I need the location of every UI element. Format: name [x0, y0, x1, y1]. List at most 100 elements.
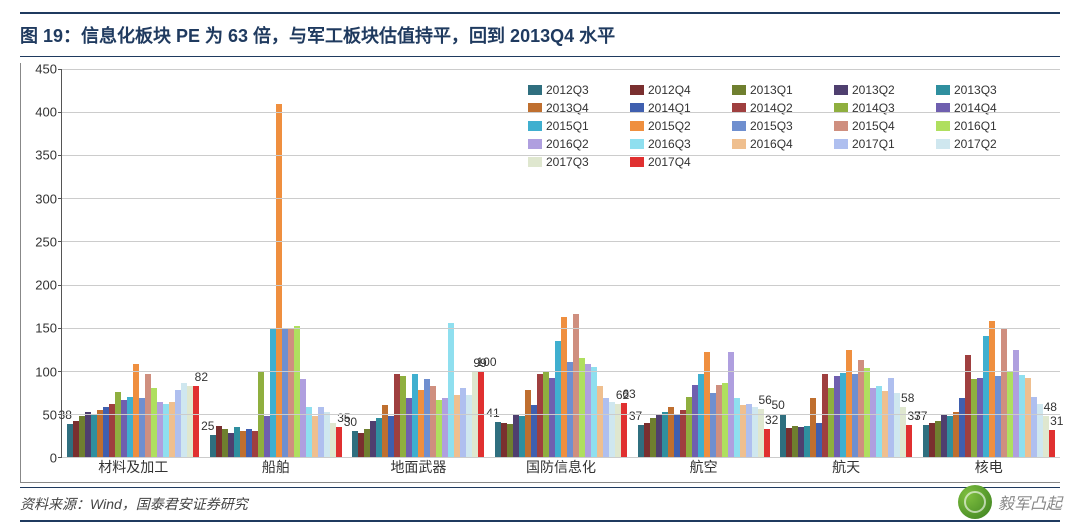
value-label: 31	[1050, 414, 1063, 428]
legend-label: 2016Q4	[750, 137, 793, 151]
legend-label: 2016Q3	[648, 137, 691, 151]
y-tick-label: 350	[35, 148, 57, 163]
watermark-text: 毅军凸起	[998, 490, 1062, 514]
value-label: 48	[1044, 400, 1057, 414]
legend-item: 2016Q4	[732, 137, 822, 151]
value-label: 30	[344, 415, 357, 429]
value-label: 38	[59, 408, 72, 422]
y-tick-label: 250	[35, 234, 57, 249]
grid-line	[62, 371, 1060, 372]
legend-label: 2012Q4	[648, 83, 691, 97]
legend-item: 2017Q4	[630, 155, 720, 169]
bar-group: 船舶2535	[205, 69, 348, 457]
grid-line	[62, 241, 1060, 242]
legend-label: 2017Q3	[546, 155, 589, 169]
x-tick-label: 国防信息化	[490, 457, 633, 477]
legend-swatch	[834, 85, 848, 95]
legend-item: 2013Q2	[834, 83, 924, 97]
legend-item: 2017Q1	[834, 137, 924, 151]
grid-line	[62, 457, 1060, 458]
legend-item: 2015Q1	[528, 119, 618, 133]
legend-swatch	[528, 139, 542, 149]
value-label: 50	[771, 398, 784, 412]
source-text: 资料来源：Wind，国泰君安证券研究	[20, 487, 1060, 522]
legend-label: 2016Q2	[546, 137, 589, 151]
value-label: 56	[758, 393, 771, 407]
legend-swatch	[732, 85, 746, 95]
legend-swatch	[630, 121, 644, 131]
legend-swatch	[732, 121, 746, 131]
legend-item: 2016Q2	[528, 137, 618, 151]
legend-swatch	[834, 121, 848, 131]
legend-label: 2015Q3	[750, 119, 793, 133]
bar	[336, 427, 342, 457]
chart-area: 0 50 100 150 200 250 300 350 400 450 材料及加工3882船舶2…	[20, 63, 1060, 483]
value-label: 25	[201, 419, 214, 433]
chart-title: 图 19：信息化板块 PE 为 63 倍，与军工板块估值持平，回到 2013Q4…	[20, 12, 1060, 57]
legend-item: 2016Q3	[630, 137, 720, 151]
y-tick-label: 0	[50, 451, 57, 466]
legend-label: 2016Q1	[954, 119, 997, 133]
plot-area: 材料及加工3882船舶2535地面武器3099100国防信息化416263航空3…	[61, 69, 1060, 458]
grid-line	[62, 285, 1060, 286]
legend-item: 2016Q1	[936, 119, 1026, 133]
legend-label: 2017Q4	[648, 155, 691, 169]
value-label: 58	[901, 391, 914, 405]
legend-item: 2012Q4	[630, 83, 720, 97]
legend-swatch	[528, 157, 542, 167]
value-label: 41	[486, 406, 499, 420]
grid-line	[62, 69, 1060, 70]
value-label: 37	[914, 409, 927, 423]
legend-item: 2015Q2	[630, 119, 720, 133]
grid-line	[62, 414, 1060, 415]
legend-swatch	[732, 139, 746, 149]
grid-line	[62, 328, 1060, 329]
watermark: 毅军凸起	[958, 485, 1062, 519]
legend-label: 2012Q3	[546, 83, 589, 97]
legend-swatch	[528, 121, 542, 131]
watermark-icon	[958, 485, 992, 519]
legend-swatch	[630, 85, 644, 95]
grid-line	[62, 155, 1060, 156]
legend-label: 2017Q1	[852, 137, 895, 151]
bar	[764, 429, 770, 457]
legend: 2012Q32012Q42013Q12013Q22013Q32013Q42014…	[516, 77, 1046, 175]
legend-label: 2013Q1	[750, 83, 793, 97]
x-tick-label: 地面武器	[347, 457, 490, 477]
legend-item: 2015Q3	[732, 119, 822, 133]
x-tick-label: 船舶	[205, 457, 348, 477]
bar	[621, 403, 627, 457]
legend-label: 2015Q4	[852, 119, 895, 133]
x-tick-label: 核电	[917, 457, 1060, 477]
legend-swatch	[936, 121, 950, 131]
y-tick-label: 100	[35, 364, 57, 379]
legend-swatch	[834, 139, 848, 149]
legend-item: 2017Q3	[528, 155, 618, 169]
y-tick-label: 50	[43, 407, 57, 422]
legend-item: 2017Q2	[936, 137, 1026, 151]
bar	[906, 425, 912, 457]
legend-swatch	[630, 157, 644, 167]
y-axis: 0 50 100 150 200 250 300 350 400 450	[21, 63, 61, 482]
value-label: 37	[629, 409, 642, 423]
bar	[193, 386, 199, 457]
bar	[1049, 430, 1055, 457]
legend-swatch	[936, 85, 950, 95]
legend-item: 2015Q4	[834, 119, 924, 133]
grid-line	[62, 112, 1060, 113]
y-tick-label: 150	[35, 321, 57, 336]
legend-item: 2013Q3	[936, 83, 1026, 97]
legend-swatch	[630, 139, 644, 149]
legend-label: 2017Q2	[954, 137, 997, 151]
legend-item: 2012Q3	[528, 83, 618, 97]
x-tick-label: 航天	[775, 457, 918, 477]
grid-line	[62, 198, 1060, 199]
x-tick-label: 材料及加工	[62, 457, 205, 477]
legend-label: 2015Q2	[648, 119, 691, 133]
y-tick-label: 300	[35, 191, 57, 206]
y-tick-label: 400	[35, 105, 57, 120]
bar-group: 地面武器3099100	[347, 69, 490, 457]
legend-swatch	[936, 139, 950, 149]
y-tick-label: 200	[35, 278, 57, 293]
y-tick-label: 450	[35, 62, 57, 77]
